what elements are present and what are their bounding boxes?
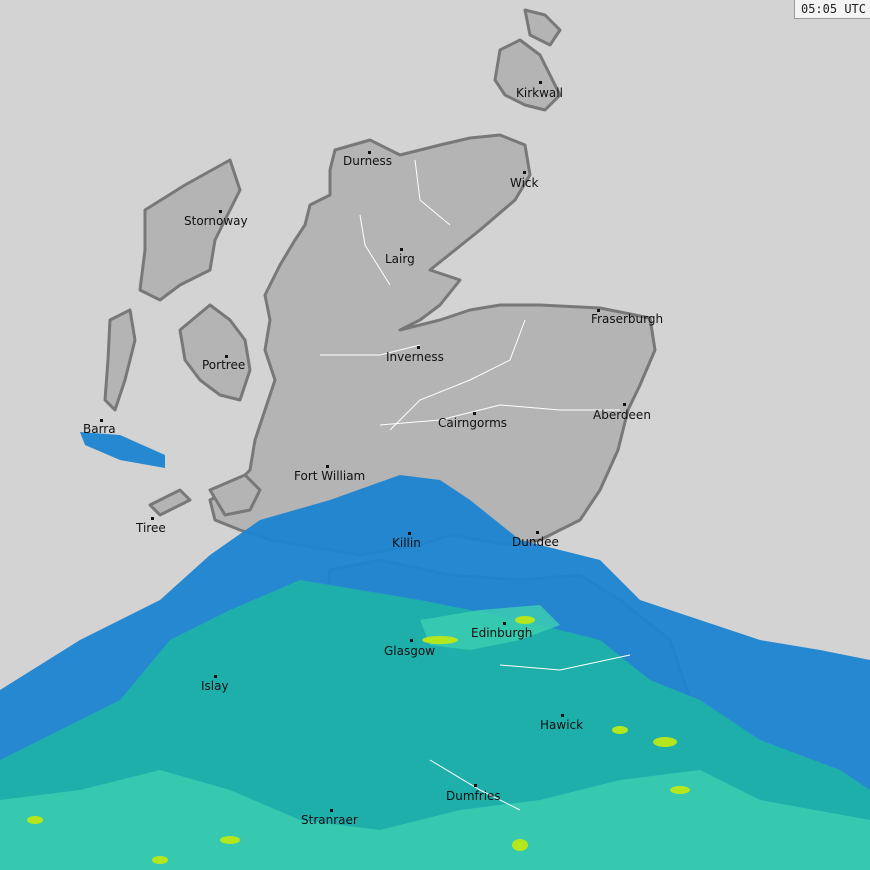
city-label: Cairngorms: [438, 416, 508, 430]
city-label: Tiree: [136, 521, 166, 535]
city-marker: [151, 517, 154, 520]
city-marker: [561, 714, 564, 717]
city-marker: [473, 412, 476, 415]
city-marker: [219, 210, 222, 213]
city-label: Barra: [83, 422, 116, 436]
city-label: Inverness: [386, 350, 444, 364]
city-marker: [410, 639, 413, 642]
city-marker: [523, 171, 526, 174]
city-marker: [503, 622, 506, 625]
city-marker: [417, 346, 420, 349]
city-label: Fraserburgh: [591, 312, 664, 326]
city-label: Islay: [201, 679, 229, 693]
city-marker: [597, 309, 600, 312]
timestamp: 05:05 UTC: [793, 0, 870, 19]
city-label: Glasgow: [384, 644, 436, 658]
city-marker: [326, 465, 329, 468]
rivers: [320, 159, 631, 811]
city-label: Portree: [202, 358, 246, 372]
rain-heavy: [27, 616, 690, 864]
city-label: Stornoway: [184, 214, 248, 228]
city-label: Kirkwall: [516, 86, 563, 100]
city-marker: [474, 784, 477, 787]
city-label: Dumfries: [446, 789, 501, 803]
city-marker: [225, 355, 228, 358]
city-marker: [539, 81, 542, 84]
city-label: Hawick: [540, 718, 584, 732]
city-label: Edinburgh: [471, 626, 533, 640]
city-marker: [408, 532, 411, 535]
city-marker: [330, 809, 333, 812]
city-marker: [100, 419, 103, 422]
city-label: Aberdeen: [593, 408, 651, 422]
city-label: Dundee: [512, 535, 559, 549]
city-label: Fort William: [294, 469, 366, 483]
city-label: Stranraer: [301, 813, 358, 827]
city-marker: [214, 675, 217, 678]
city-marker: [400, 248, 403, 251]
city-label: Durness: [343, 154, 393, 168]
city-label: Wick: [510, 176, 539, 190]
city-label: Killin: [392, 536, 421, 550]
city-marker: [623, 403, 626, 406]
city-label: Lairg: [385, 252, 415, 266]
city-marker: [536, 531, 539, 534]
city-marker: [368, 151, 371, 154]
